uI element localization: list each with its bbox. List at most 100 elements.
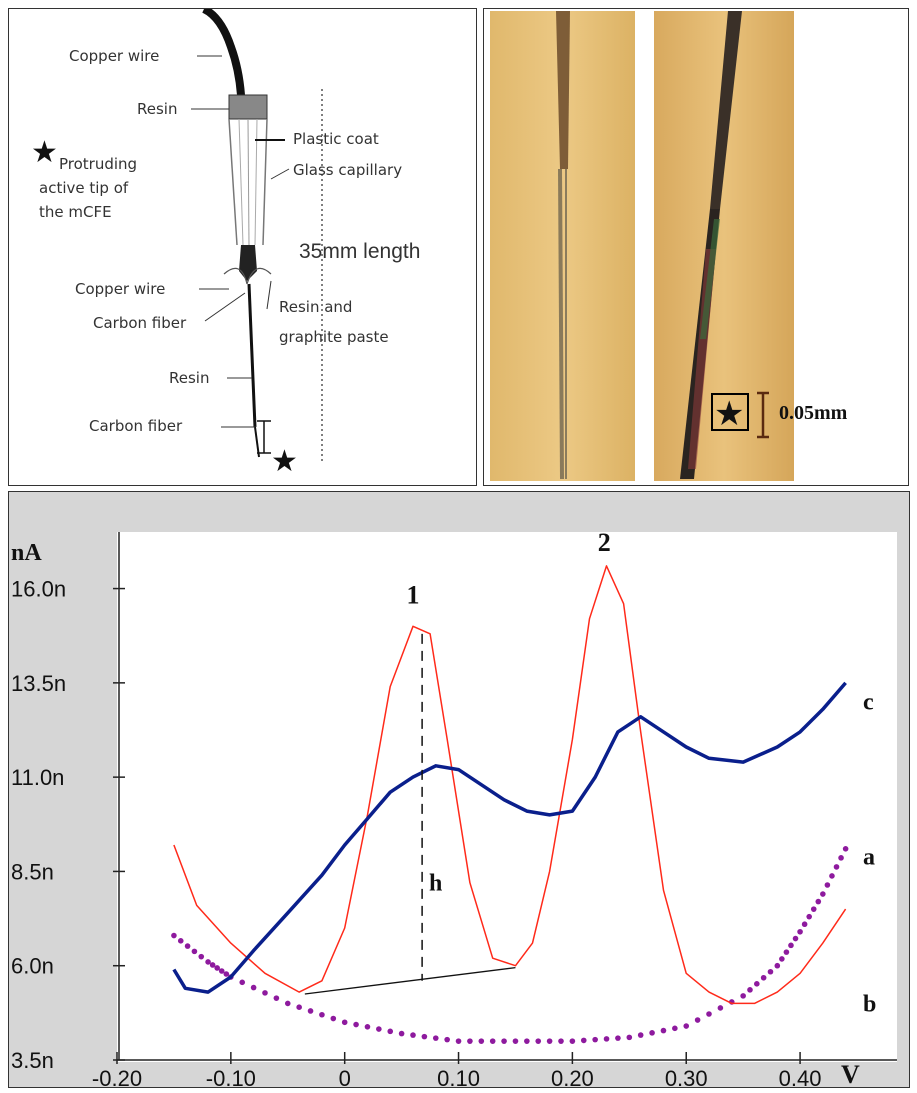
series-a-point: [262, 990, 268, 996]
series-a-point: [824, 882, 831, 888]
label-plastic-coat: Plastic coat: [293, 130, 379, 148]
electrode-photo-panel: ★ 0.05mm: [483, 8, 909, 486]
series-a-point: [683, 1023, 690, 1029]
copper-wire-top-shape: [202, 5, 245, 96]
label-star-line2: active tip of: [39, 179, 129, 197]
series-a-point: [353, 1021, 359, 1028]
series-a-point: [223, 971, 230, 977]
label-resin-paste-1: Resin and: [279, 298, 352, 316]
series-a-point: [410, 1032, 416, 1038]
series-a-point: [376, 1026, 382, 1032]
electrode-photos: ★ 0.05mm: [490, 11, 848, 481]
label-copper-wire-mid: Copper wire: [75, 280, 165, 298]
y-tick-label: 8.5n: [11, 859, 54, 884]
series-a-point: [820, 891, 826, 897]
series-a-point: [592, 1036, 598, 1043]
series-a-point: [779, 956, 785, 962]
series-a-point: [838, 855, 844, 861]
series-a-point: [694, 1017, 701, 1023]
series-a-point: [767, 968, 774, 975]
series-b-line: [173, 565, 847, 1005]
scale-label: 0.05mm: [779, 402, 848, 424]
series-a-point: [273, 995, 280, 1001]
series-a-point: [319, 1011, 325, 1018]
series-a-point: [501, 1038, 507, 1044]
baseline-line: [304, 966, 516, 995]
y-tick-label: 16.0n: [11, 577, 66, 602]
series-a-point: [191, 948, 198, 955]
voltammogram-panel: 3.5n 6.0n 8.5n 11.0n 13.5n 16.0n -0.20 -0.10 0 0.…: [8, 491, 910, 1091]
series-a-point: [603, 1036, 610, 1042]
series-a-point: [205, 959, 211, 965]
series-a-point: [444, 1036, 450, 1043]
series-a-point: [467, 1038, 473, 1044]
label-length: 35mm length: [299, 240, 420, 263]
series-a-label: a: [863, 844, 875, 870]
series-a-point: [455, 1038, 462, 1044]
series-a-point: [833, 864, 840, 870]
x-tick-label: 0.30: [665, 1066, 708, 1087]
series-a-point: [524, 1038, 530, 1044]
label-star-line1: Protruding: [59, 155, 137, 173]
paste-shape: [223, 267, 272, 285]
series-a-point: [774, 962, 781, 969]
label-copper-wire-top: Copper wire: [69, 47, 159, 65]
inner-wire-line: [247, 118, 250, 246]
electrode-schematic-panel: Copper wire Resin Plastic coat Glass cap…: [8, 5, 477, 486]
series-a-point: [535, 1038, 542, 1044]
label-star-line3: the mCFE: [39, 203, 112, 221]
series-a-point: [637, 1032, 644, 1038]
x-tick-label: -0.20: [92, 1066, 142, 1087]
tip-star-icon: ★: [271, 445, 298, 478]
x-axis-label: V: [841, 1060, 860, 1087]
series-a-point: [296, 1004, 302, 1010]
star-icon: ★: [31, 136, 58, 169]
series-a-point: [754, 981, 760, 987]
series-a-point: [177, 938, 184, 944]
series-a-point: [842, 846, 849, 852]
x-tick-label: 0.10: [437, 1066, 480, 1087]
series-a-point: [660, 1027, 667, 1034]
height-label: h: [429, 870, 442, 896]
series-a-point: [171, 932, 177, 939]
series-a-point: [829, 873, 835, 879]
series-a-point: [615, 1035, 621, 1041]
axes: 3.5n 6.0n 8.5n 11.0n 13.5n 16.0n -0.20 -0.10 0 0.…: [11, 532, 897, 1091]
star-box: [711, 393, 749, 431]
series-a-point: [364, 1024, 371, 1030]
voltammogram-chart: 3.5n 6.0n 8.5n 11.0n 13.5n 16.0n -0.20 -0.10 0 0.…: [9, 492, 909, 1091]
series-a-point: [760, 974, 767, 981]
series-a-point: [815, 898, 822, 905]
y-tick-label: 6.0n: [11, 954, 54, 979]
series-a-point: [801, 921, 808, 928]
label-resin-top: Resin: [137, 100, 177, 118]
label-carbon-fiber-mid: Carbon fiber: [93, 314, 187, 332]
series-a-point: [421, 1033, 428, 1040]
series-c-line: [172, 681, 847, 994]
series-a-point: [341, 1019, 348, 1026]
series-b-label: b: [863, 991, 876, 1017]
annotation-layer: 1 2 h: [304, 528, 611, 995]
series-a-point: [512, 1038, 519, 1044]
y-axis-label: nA: [11, 540, 42, 566]
series-layer: a b c: [171, 565, 876, 1044]
peak-1-label: 1: [407, 581, 420, 610]
series-a-point: [330, 1015, 337, 1022]
x-tick-label: 0.20: [551, 1066, 594, 1087]
series-a-point: [740, 993, 746, 999]
series-a-point: [580, 1037, 587, 1044]
series-a-point: [209, 962, 216, 968]
series-a-point: [672, 1025, 678, 1032]
label-glass-capillary: Glass capillary: [293, 161, 402, 179]
series-a-point: [649, 1030, 655, 1036]
series-a-point: [398, 1030, 405, 1037]
y-tick-label: 11.0n: [11, 765, 64, 790]
series-a-point: [489, 1038, 496, 1044]
series-a-point: [198, 953, 205, 960]
series-a-point: [626, 1034, 633, 1041]
capillary-right: [262, 118, 268, 246]
series-a-point: [806, 913, 812, 920]
tip-shape: [254, 426, 260, 458]
series-a-point: [184, 943, 191, 949]
series-a-point: [218, 968, 225, 974]
